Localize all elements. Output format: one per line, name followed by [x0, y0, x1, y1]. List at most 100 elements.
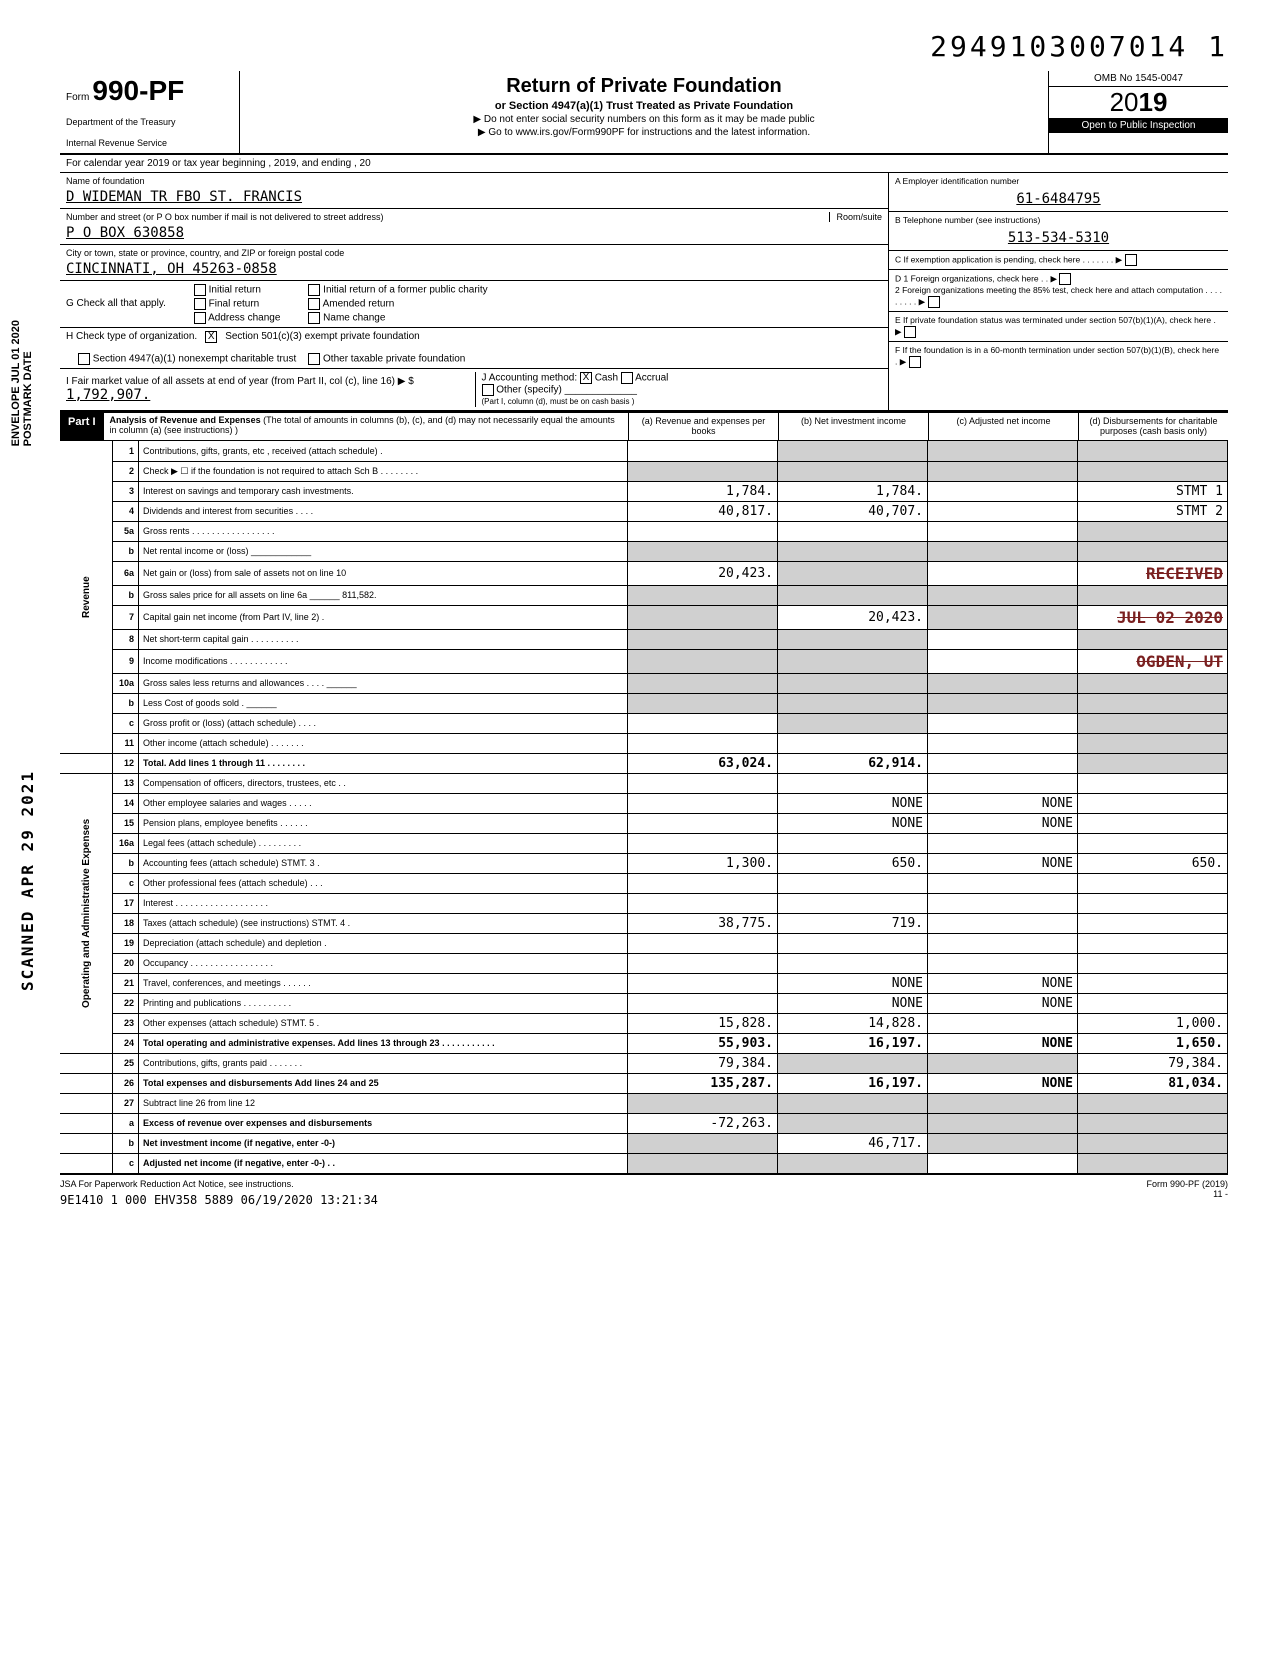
table-row: cAdjusted net income (if negative, enter…: [60, 1153, 1228, 1173]
table-row: 7Capital gain net income (from Part IV, …: [60, 605, 1228, 629]
table-row: 4Dividends and interest from securities …: [60, 501, 1228, 521]
table-row: 3Interest on savings and temporary cash …: [60, 481, 1228, 501]
table-row: 19Depreciation (attach schedule) and dep…: [60, 933, 1228, 953]
col-c-header: (c) Adjusted net income: [928, 413, 1078, 441]
table-row: 18Taxes (attach schedule) (see instructi…: [60, 913, 1228, 933]
table-row: bGross sales price for all assets on lin…: [60, 585, 1228, 605]
city-value: CINCINNATI, OH 45263-0858: [66, 261, 882, 277]
table-row: 8Net short-term capital gain . . . . . .…: [60, 629, 1228, 649]
instruction-1: ▶ Do not enter social security numbers o…: [244, 114, 1044, 125]
table-row: bNet investment income (if negative, ent…: [60, 1133, 1228, 1153]
table-row: Operating and Administrative Expenses 13…: [60, 773, 1228, 793]
table-row: bLess Cost of goods sold . ______: [60, 693, 1228, 713]
col-b-header: (b) Net investment income: [778, 413, 928, 441]
exemption-pending-checkbox[interactable]: [1125, 254, 1137, 266]
address-value: P O BOX 630858: [66, 225, 882, 241]
opex-section-label: Operating and Administrative Expenses: [60, 773, 113, 1053]
table-row: 16aLegal fees (attach schedule) . . . . …: [60, 833, 1228, 853]
paperwork-notice: JSA For Paperwork Reduction Act Notice, …: [60, 1179, 378, 1189]
cash-checkbox[interactable]: X: [580, 372, 592, 384]
ein-field: A Employer identification number 61-6484…: [889, 173, 1228, 212]
initial-return-checkbox[interactable]: [194, 284, 206, 296]
ein-value: 61-6484795: [895, 190, 1222, 208]
instruction-2: ▶ Go to www.irs.gov/Form990PF for instru…: [244, 127, 1044, 138]
col-d-header: (d) Disbursements for charitable purpose…: [1078, 413, 1228, 441]
table-row: aExcess of revenue over expenses and dis…: [60, 1113, 1228, 1133]
table-row: 26Total expenses and disbursements Add l…: [60, 1073, 1228, 1093]
g-check-row: G Check all that apply. Initial return F…: [60, 281, 888, 328]
phone-field: B Telephone number (see instructions) 51…: [889, 212, 1228, 251]
table-row: 23Other expenses (attach schedule) STMT.…: [60, 1013, 1228, 1033]
former-charity-checkbox[interactable]: [308, 284, 320, 296]
foundation-name: D WIDEMAN TR FBO ST. FRANCIS: [66, 189, 882, 205]
address-change-checkbox[interactable]: [194, 312, 206, 324]
address-field: Number and street (or P O box number if …: [60, 209, 888, 245]
other-taxable-checkbox[interactable]: [308, 353, 320, 365]
h-check-row: H Check type of organization. X Section …: [60, 328, 888, 369]
city-field: City or town, state or province, country…: [60, 245, 888, 281]
page-number: 11 -: [1146, 1189, 1228, 1199]
table-row: 14Other employee salaries and wages . . …: [60, 793, 1228, 813]
table-row: 25Contributions, gifts, grants paid . . …: [60, 1053, 1228, 1073]
table-row: 12Total. Add lines 1 through 11 . . . . …: [60, 753, 1228, 773]
table-row: 10aGross sales less returns and allowanc…: [60, 673, 1228, 693]
omb-number: OMB No 1545-0047: [1049, 71, 1228, 87]
status-terminated-checkbox[interactable]: [904, 326, 916, 338]
box-c: C If exemption application is pending, c…: [889, 251, 1228, 270]
final-return-checkbox[interactable]: [194, 298, 206, 310]
table-row: Revenue 1Contributions, gifts, grants, e…: [60, 441, 1228, 461]
i-j-row: I Fair market value of all assets at end…: [60, 369, 888, 410]
timestamp-code: EHV358 5889 06/19/2020 13:21:34: [154, 1193, 378, 1207]
table-row: cOther professional fees (attach schedul…: [60, 873, 1228, 893]
foreign-org-checkbox[interactable]: [1059, 273, 1071, 285]
dept-irs: Internal Revenue Service: [66, 138, 233, 149]
form-subtitle: or Section 4947(a)(1) Trust Treated as P…: [244, 100, 1044, 112]
form-reference: Form 990-PF (2019): [1146, 1179, 1228, 1189]
table-row: bNet rental income or (loss) ___________…: [60, 541, 1228, 561]
tax-year: 2019: [1049, 87, 1228, 118]
other-method-checkbox[interactable]: [482, 384, 494, 396]
form-header: Form 990-PF Department of the Treasury I…: [60, 71, 1228, 155]
box-d: D 1 Foreign organizations, check here . …: [889, 270, 1228, 312]
form-title: Return of Private Foundation: [244, 75, 1044, 98]
calendar-year-row: For calendar year 2019 or tax year begin…: [60, 155, 1228, 173]
name-change-checkbox[interactable]: [308, 312, 320, 324]
table-row: 9Income modifications . . . . . . . . . …: [60, 649, 1228, 673]
table-row: 27Subtract line 26 from line 12: [60, 1093, 1228, 1113]
table-row: 11Other income (attach schedule) . . . .…: [60, 733, 1228, 753]
table-row: 5aGross rents . . . . . . . . . . . . . …: [60, 521, 1228, 541]
table-row: 15Pension plans, employee benefits . . .…: [60, 813, 1228, 833]
top-id-code: 2949103007014 1: [60, 30, 1228, 63]
table-row: 21Travel, conferences, and meetings . . …: [60, 973, 1228, 993]
public-inspection: Open to Public Inspection: [1049, 118, 1228, 133]
table-row: 6aNet gain or (loss) from sale of assets…: [60, 561, 1228, 585]
foreign-85-checkbox[interactable]: [928, 296, 940, 308]
foundation-name-field: Name of foundation D WIDEMAN TR FBO ST. …: [60, 173, 888, 209]
part-1-label: Part I: [60, 413, 104, 441]
table-row: 17Interest . . . . . . . . . . . . . . .…: [60, 893, 1228, 913]
table-row: 24Total operating and administrative exp…: [60, 1033, 1228, 1053]
table-row: cGross profit or (loss) (attach schedule…: [60, 713, 1228, 733]
box-e: E If private foundation status was termi…: [889, 312, 1228, 342]
table-row: bAccounting fees (attach schedule) STMT.…: [60, 853, 1228, 873]
501c3-checkbox[interactable]: X: [205, 331, 217, 343]
form-label: Form: [66, 92, 89, 103]
table-row: 20Occupancy . . . . . . . . . . . . . . …: [60, 953, 1228, 973]
col-a-header: (a) Revenue and expenses per books: [628, 413, 778, 441]
dept-treasury: Department of the Treasury: [66, 117, 233, 128]
page-footer: JSA For Paperwork Reduction Act Notice, …: [60, 1174, 1228, 1207]
part-1-table: Revenue 1Contributions, gifts, grants, e…: [60, 441, 1228, 1174]
table-row: 22Printing and publications . . . . . . …: [60, 993, 1228, 1013]
60-month-checkbox[interactable]: [909, 356, 921, 368]
ogden-stamp: OGDEN, UT: [1136, 652, 1223, 671]
received-stamp: RECEIVED: [1146, 564, 1223, 583]
form-number: 990-PF: [92, 75, 184, 106]
accrual-checkbox[interactable]: [621, 372, 633, 384]
box-f: F If the foundation is in a 60-month ter…: [889, 342, 1228, 371]
envelope-postmark-stamp: ENVELOPE JUL 01 2020POSTMARK DATE: [10, 320, 34, 446]
table-row: 2Check ▶ ☐ if the foundation is not requ…: [60, 461, 1228, 481]
part-1-header: Part I Analysis of Revenue and Expenses …: [60, 411, 1228, 442]
revenue-section-label: Revenue: [60, 441, 113, 753]
4947-checkbox[interactable]: [78, 353, 90, 365]
amended-return-checkbox[interactable]: [308, 298, 320, 310]
